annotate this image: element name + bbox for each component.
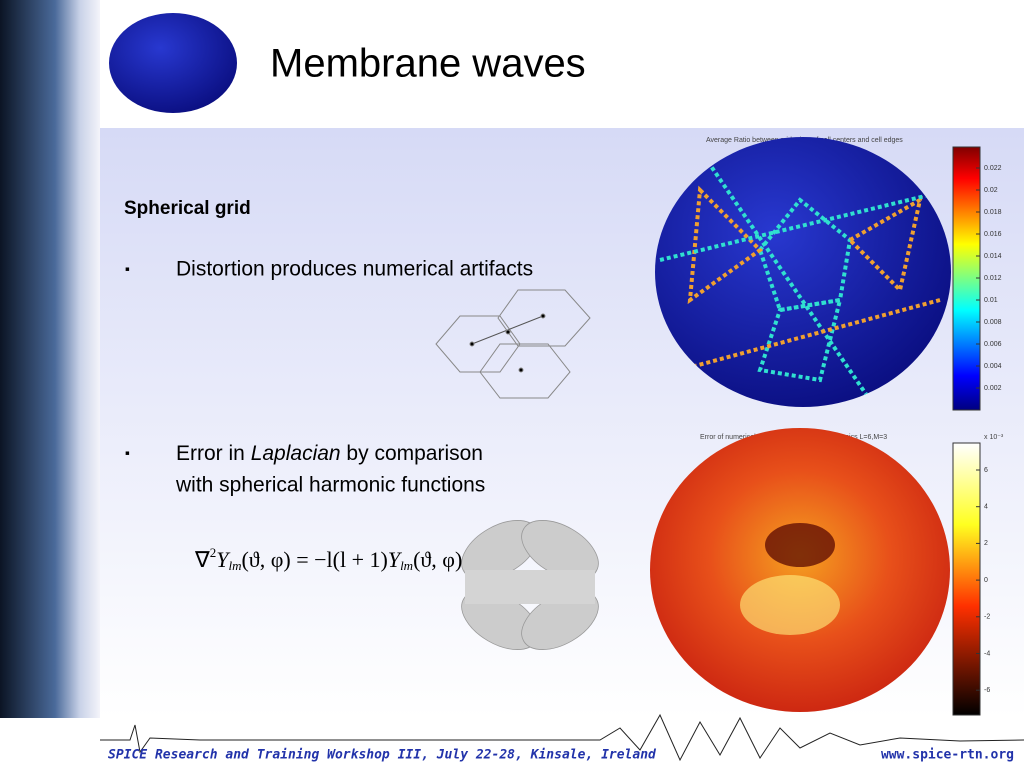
- sphere-grid: [659, 148, 951, 402]
- colorbar-label: 0.02: [984, 187, 998, 194]
- colorbar-label: 0.018: [984, 209, 1002, 216]
- bullet-text: Error in Laplacian by comparison: [176, 442, 483, 465]
- colorbar-label: -4: [984, 650, 990, 657]
- title: Membrane waves: [270, 42, 586, 86]
- earth-strip: [0, 0, 100, 718]
- colorbar-label: 6: [984, 467, 988, 474]
- bullet: ▪: [125, 445, 130, 461]
- colorbar-label: 0.006: [984, 341, 1002, 348]
- colorbar-label: 0.016: [984, 231, 1002, 238]
- colorbar-label: 0.01: [984, 297, 998, 304]
- colorbar-label: 0.004: [984, 363, 1002, 370]
- logo-globe: [109, 13, 237, 113]
- sphere: [650, 428, 950, 712]
- bullet-text: Distortion produces numerical artifacts: [176, 258, 533, 281]
- footer-event: SPICE Research and Training Workshop III…: [108, 748, 657, 763]
- colorbar-label: 0.008: [984, 319, 1002, 326]
- colorbar-label: 0.002: [984, 385, 1002, 392]
- bullet-text: with spherical harmonic functions: [175, 474, 485, 497]
- colorbar-label: 4: [984, 504, 988, 511]
- colorbar: [952, 442, 981, 716]
- sphere-spot: [740, 575, 840, 635]
- colorbar-label: 0.022: [984, 165, 1002, 172]
- colorbar-label: -2: [984, 614, 990, 621]
- sphere: [655, 137, 951, 407]
- formula: ∇2Ylm(ϑ, φ) = −l(l + 1)Ylm(ϑ, φ): [194, 545, 462, 573]
- heading: Spherical grid: [124, 198, 251, 219]
- colorbar: [952, 146, 981, 411]
- colorbar-scale: x 10⁻³: [984, 434, 1004, 441]
- colorbar-label: 0.014: [984, 253, 1002, 260]
- seismogram: [100, 713, 1024, 762]
- colorbar-label: 2: [984, 540, 988, 547]
- colorbar-label: 0.012: [984, 275, 1002, 282]
- sphere-spot: [765, 523, 835, 567]
- butterfly: [461, 520, 599, 650]
- hex-diagram: [435, 289, 591, 399]
- colorbar-label: 0: [984, 577, 988, 584]
- bullet: ▪: [125, 261, 130, 277]
- footer-url: www.spice-rtn.org: [881, 748, 1014, 763]
- colorbar-label: -6: [984, 687, 990, 694]
